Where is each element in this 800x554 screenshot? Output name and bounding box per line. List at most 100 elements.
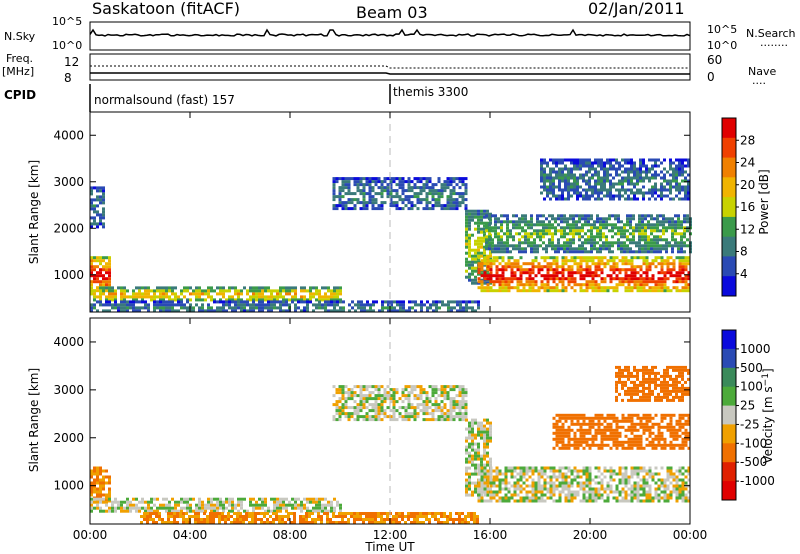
data-cell	[356, 409, 360, 413]
data-cell	[657, 289, 661, 293]
data-cell	[483, 457, 486, 461]
data-cell	[114, 306, 117, 310]
data-cell	[488, 244, 491, 248]
data-cell	[527, 241, 530, 245]
data-cell	[317, 518, 320, 521]
data-cell	[654, 259, 658, 263]
data-cell	[587, 223, 590, 227]
data-cell	[306, 306, 309, 310]
data-cell	[672, 170, 675, 174]
data-cell	[437, 204, 441, 208]
data-cell	[582, 289, 586, 293]
data-cell	[386, 512, 389, 515]
data-cell	[386, 415, 390, 419]
data-cell	[678, 466, 682, 470]
data-cell	[525, 289, 529, 293]
data-cell	[464, 189, 468, 193]
data-cell	[531, 469, 535, 473]
data-cell	[147, 506, 150, 510]
data-cell	[441, 300, 444, 304]
data-cell	[629, 217, 632, 221]
data-cell	[338, 515, 341, 518]
data-cell	[509, 250, 512, 254]
data-cell	[422, 403, 426, 407]
data-cell	[570, 265, 574, 269]
data-cell	[530, 223, 533, 227]
data-cell	[648, 490, 652, 494]
data-cell	[576, 484, 580, 488]
data-cell	[488, 241, 491, 245]
data-cell	[669, 466, 673, 470]
data-cell	[678, 280, 682, 284]
data-cell	[650, 232, 653, 236]
noise-right-tick-top: 10^5	[707, 23, 737, 36]
data-cell	[552, 493, 556, 497]
data-cell	[528, 271, 532, 275]
data-cell	[564, 179, 567, 183]
data-cell	[177, 500, 180, 504]
data-cell	[612, 472, 616, 476]
data-cell	[377, 409, 381, 413]
data-cell	[293, 515, 296, 518]
data-cell	[158, 515, 161, 518]
data-cell	[126, 497, 129, 501]
data-cell	[392, 415, 396, 419]
data-cell	[587, 220, 590, 224]
data-cell	[585, 274, 589, 278]
data-cell	[96, 472, 99, 476]
data-cell	[510, 274, 514, 278]
data-cell	[392, 388, 396, 392]
data-cell	[339, 503, 342, 507]
data-cell	[461, 518, 464, 521]
data-cell	[332, 521, 335, 524]
data-cell	[126, 503, 129, 507]
data-cell	[260, 518, 263, 521]
data-cell	[228, 303, 231, 307]
data-cell	[392, 204, 396, 208]
data-cell	[506, 226, 509, 230]
data-cell	[629, 250, 632, 254]
data-cell	[504, 268, 508, 272]
data-cell	[618, 197, 621, 201]
data-cell	[650, 229, 653, 233]
data-cell	[545, 223, 548, 227]
data-cell	[527, 235, 530, 239]
data-cell	[422, 418, 426, 422]
data-cell	[449, 418, 453, 422]
data-cell	[362, 418, 366, 422]
data-cell	[377, 388, 381, 392]
data-cell	[608, 214, 611, 218]
data-cell	[270, 298, 273, 302]
data-cell	[582, 493, 586, 497]
data-cell	[669, 490, 673, 494]
data-cell	[488, 247, 491, 251]
data-cell	[431, 388, 435, 392]
data-cell	[471, 421, 474, 425]
data-cell	[566, 223, 569, 227]
data-cell	[108, 478, 111, 482]
data-cell	[585, 182, 588, 186]
data-cell	[105, 496, 108, 500]
data-cell	[519, 469, 523, 473]
data-cell	[339, 509, 342, 513]
data-cell	[474, 209, 477, 213]
data-cell	[566, 226, 569, 230]
data-cell	[591, 283, 595, 287]
data-cell	[506, 223, 509, 227]
data-cell	[209, 515, 212, 518]
data-cell	[243, 509, 246, 513]
data-cell	[458, 412, 462, 416]
data-cell	[428, 512, 431, 515]
data-cell	[540, 191, 543, 195]
data-cell	[572, 217, 575, 221]
data-cell	[407, 385, 411, 389]
data-cell	[203, 518, 206, 521]
data-cell	[305, 515, 308, 518]
data-cell	[659, 247, 662, 251]
data-cell	[413, 397, 417, 401]
data-cell	[102, 484, 105, 488]
data-cell	[90, 475, 93, 479]
data-cell	[425, 394, 429, 398]
data-cell	[582, 158, 585, 162]
data-cell	[660, 188, 663, 192]
